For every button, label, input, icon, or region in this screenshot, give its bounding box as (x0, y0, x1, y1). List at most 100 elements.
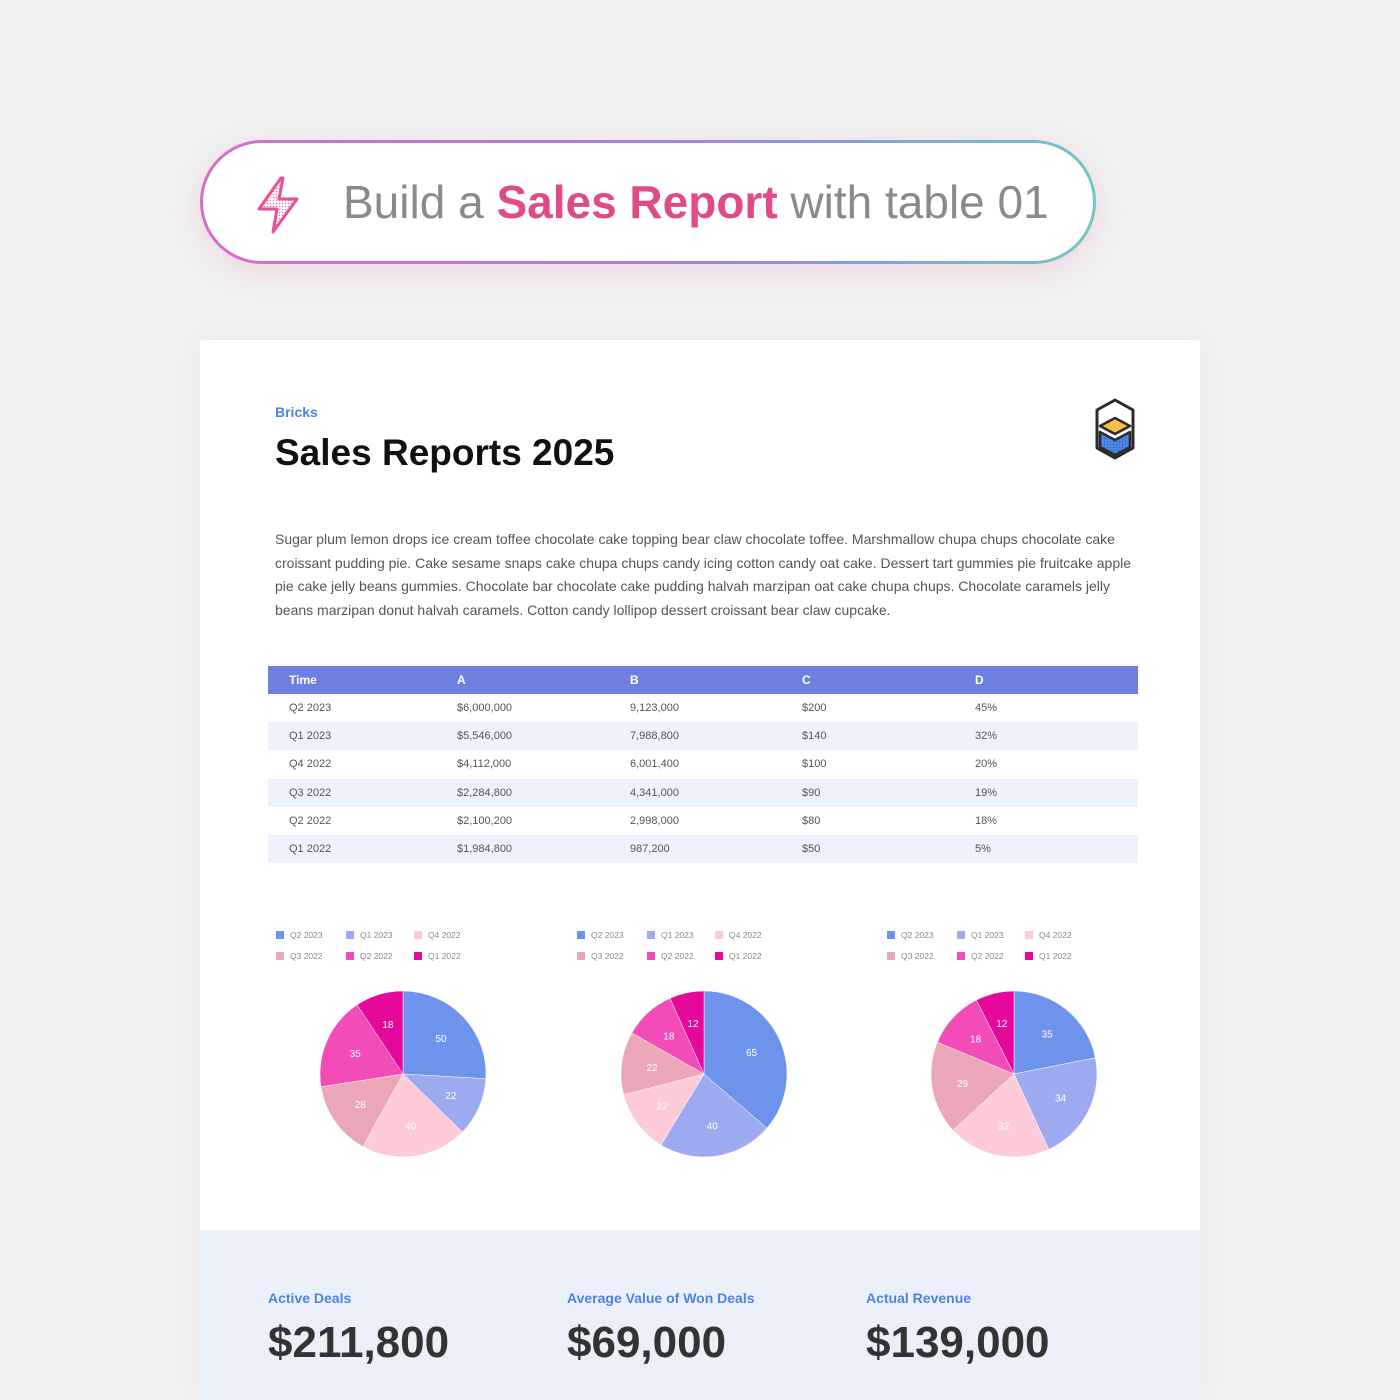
table-cell: $4,112,000 (457, 758, 512, 771)
pie-slice (1013, 990, 1096, 1075)
header-d: D (954, 666, 1138, 694)
table-cell: $5,546,000 (436, 722, 609, 751)
legend-swatch (346, 952, 354, 960)
stat-label: Active Deals (268, 1290, 352, 1306)
pie-slice-label: 22 (445, 1091, 457, 1102)
legend-label: Q2 2022 (661, 951, 694, 961)
pie-slice-label: 35 (350, 1049, 362, 1060)
pie-slice-label: 18 (970, 1035, 982, 1046)
legend-label: Q4 2022 (1039, 930, 1072, 940)
legend-label: Q3 2022 (290, 951, 323, 961)
table-cell: Q1 2023 (268, 722, 436, 751)
legend-item: Q1 2022 (715, 951, 762, 961)
table-cell: $2,284,800 (436, 778, 609, 807)
table-cell: Q2 2022 (289, 814, 332, 827)
legend-swatch (577, 931, 585, 939)
pie-slice-label: 18 (663, 1031, 675, 1042)
stat-active-deals: Active Deals $211,800 (268, 1290, 449, 1368)
legend-item: Q1 2023 (346, 930, 393, 940)
legend-item: Q4 2022 (715, 930, 762, 940)
pie-slice (669, 990, 705, 1075)
legend-item: Q3 2022 (577, 951, 624, 961)
legend-label: Q2 2022 (971, 951, 1004, 961)
legend-item: Q2 2023 (276, 930, 323, 940)
legend-label: Q1 2023 (360, 930, 393, 940)
stat-average-value: Average Value of Won Deals $69,000 (567, 1290, 755, 1368)
legend-swatch (715, 952, 723, 960)
pie-slice-label: 40 (707, 1122, 719, 1133)
legend-label: Q1 2023 (661, 930, 694, 940)
table-cell: Q2 2023 (289, 702, 332, 715)
table-cell: $100 (802, 758, 827, 771)
legend-label: Q4 2022 (729, 930, 762, 940)
stat-value: $139,000 (866, 1318, 1050, 1367)
pie-slice (620, 1032, 705, 1096)
pie-slice-label: 28 (355, 1100, 367, 1111)
prompt-pill[interactable]: Build a Sales Report with table 01 (200, 140, 1096, 264)
prompt-text: Build a Sales Report with table 01 (343, 143, 1049, 261)
legend-item: Q2 2022 (647, 951, 694, 961)
legend-item: Q2 2022 (346, 951, 393, 961)
pie-slice (975, 990, 1015, 1075)
pie-chart-svg: 50 22 40 28 35 18 (319, 990, 487, 1158)
pie-slice (402, 990, 487, 1079)
legend-label: Q1 2022 (1039, 951, 1072, 961)
legend-swatch (647, 952, 655, 960)
legend-swatch (957, 952, 965, 960)
pie-slice (930, 1041, 1015, 1131)
legend-label: Q2 2023 (591, 930, 624, 940)
header-c: C (781, 666, 954, 694)
stat-label: Actual Revenue (866, 1290, 972, 1306)
stats-panel: Active Deals $211,800 Average Value of W… (200, 1230, 1200, 1400)
table-cell: 18% (975, 814, 998, 827)
table-cell: 5% (954, 834, 1138, 864)
legend-label: Q3 2022 (901, 951, 934, 961)
pie-slice (320, 1073, 404, 1147)
bricks-logo-icon (1095, 398, 1135, 460)
pie-slice-label: 12 (996, 1019, 1008, 1030)
pie-slice-label: 12 (688, 1019, 700, 1030)
table-row: Q4 2022 $4,112,000 6,001,400 $100 20% (268, 750, 1138, 778)
table-cell: 45% (975, 702, 998, 715)
table-cell: $6,000,000 (457, 702, 513, 715)
legend-item: Q1 2022 (414, 951, 461, 961)
table-cell: 2,998,000 (630, 814, 679, 827)
stat-value: $69,000 (567, 1318, 727, 1367)
pie-slice (623, 1073, 705, 1146)
stat-actual-revenue: Actual Revenue $139,000 (866, 1290, 1050, 1368)
legend-item: Q2 2022 (957, 951, 1004, 961)
table-cell: Q4 2022 (289, 758, 332, 771)
legend-swatch (276, 952, 284, 960)
legend-item: Q3 2022 (276, 951, 323, 961)
table-cell: $2,100,200 (457, 814, 513, 827)
table-cell: 6,001,400 (630, 758, 679, 771)
legend-label: Q2 2023 (901, 930, 934, 940)
legend-swatch (715, 931, 723, 939)
legend-item: Q1 2023 (647, 930, 694, 940)
pie-slice (703, 990, 788, 1129)
pie-slice-label: 32 (998, 1121, 1010, 1132)
table-cell: $200 (802, 702, 827, 715)
table-row: Q2 2022 $2,100,200 2,998,000 $80 18% (268, 807, 1138, 835)
legend-swatch (887, 952, 895, 960)
legend-label: Q1 2022 (729, 951, 762, 961)
legend-label: Q2 2023 (290, 930, 323, 940)
pie-slice-label: 65 (746, 1048, 758, 1059)
legend-label: Q4 2022 (428, 930, 461, 940)
pie-slice (319, 1004, 404, 1088)
legend-swatch (414, 931, 422, 939)
pie-slice (362, 1073, 463, 1158)
legend-item: Q1 2022 (1025, 951, 1072, 961)
pie-slice (952, 1073, 1050, 1158)
legend-item: Q2 2023 (577, 930, 624, 940)
table-row: Q1 2023 $5,546,000 7,988,800 $140 32% (268, 722, 1138, 751)
pie-slice-label: 40 (405, 1122, 417, 1133)
prompt-prefix: Build a (343, 176, 497, 228)
sales-table: Time A B C D Q2 2023 $6,000,000 9,123,00… (268, 666, 1138, 864)
pie-slice (1013, 1057, 1098, 1150)
pie-slice (356, 990, 404, 1075)
prompt-pill-inner: Build a Sales Report with table 01 (203, 143, 1093, 261)
legend-swatch (1025, 952, 1033, 960)
pie-chart-2: Q2 2023 Q1 2023 Q4 2022 Q3 2022 Q2 2022 Q1 20… (577, 930, 877, 1170)
table-cell: 32% (954, 722, 1138, 751)
